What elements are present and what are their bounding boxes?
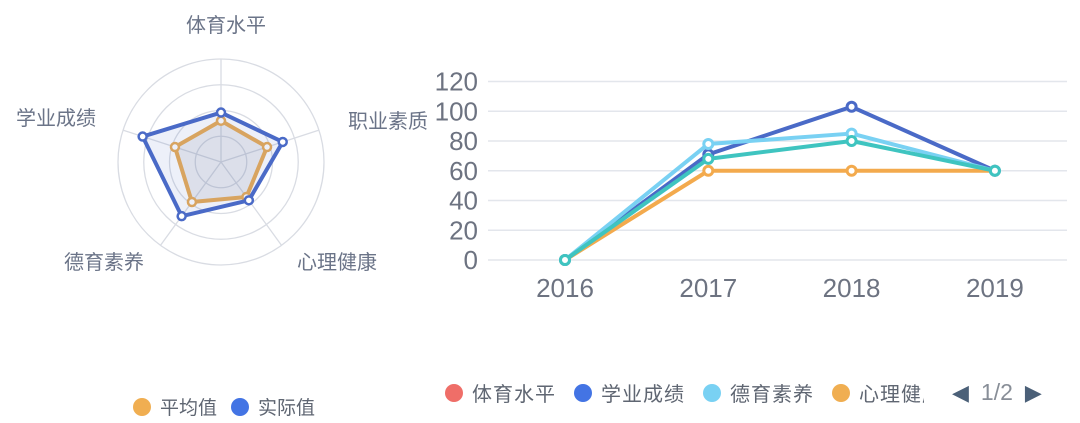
radar-data-point[interactable] [186, 196, 198, 208]
legend-dot-sports-level [445, 383, 463, 402]
line-series-学业成绩 [563, 104, 997, 262]
legend-item-moral-quality[interactable]: 德育素养 [703, 378, 814, 407]
legend-dot-actual [231, 397, 250, 416]
radar-legend: 平均值 实际值 [133, 393, 315, 420]
legend-dot-average [133, 397, 151, 416]
legend-item-actual[interactable]: 实际值 [231, 393, 315, 420]
legend-next-page-arrow[interactable]: ▶ [1024, 379, 1042, 405]
line-series-德育素养 [563, 131, 997, 262]
legend-item-mental-health[interactable]: 心理健康 [832, 378, 924, 407]
radar-data-point[interactable] [243, 195, 255, 206]
line-data-point[interactable] [845, 164, 858, 177]
legend-dot-moral-quality [703, 383, 721, 402]
radar-data-point[interactable] [176, 210, 187, 222]
line-series-职业素质 [563, 139, 997, 262]
y-axis-tick-label: 0 [464, 245, 478, 275]
legend-dot-mental-health [832, 383, 850, 402]
x-axis-tick-label: 2018 [823, 273, 881, 303]
x-axis-tick-label: 2019 [966, 273, 1024, 303]
legend-item-average[interactable]: 平均值 [133, 393, 217, 420]
y-axis-tick-label: 80 [449, 126, 478, 156]
y-axis-tick-label: 40 [449, 186, 478, 216]
line-data-point[interactable] [702, 137, 715, 150]
line-data-point[interactable] [702, 152, 715, 165]
line-data-point[interactable] [845, 100, 858, 113]
legend-label-sports-level: 体育水平 [472, 384, 556, 406]
radar-axis-label: 体育水平 [186, 14, 266, 37]
radar-series-平均值 [172, 118, 270, 204]
x-axis-tick-label: 2016 [536, 273, 594, 303]
radar-series-实际值 [140, 110, 285, 219]
line-legend: 体育水平 学业成绩 德育素养 心理健康 ◀ 1/2 ▶ [445, 378, 1042, 407]
legend-label-mental-health: 心理健康 [859, 384, 924, 406]
x-axis-tick-label: 2017 [679, 273, 737, 303]
radar-axis-label: 心理健康 [297, 251, 377, 274]
line-data-point[interactable] [702, 164, 715, 177]
radar-data-point[interactable] [215, 107, 227, 118]
radar-data-point[interactable] [169, 141, 181, 153]
legend-page-indicator: 1/2 [980, 379, 1013, 405]
radar-axis-label: 学业成绩 [16, 107, 96, 130]
legend-item-academic-score[interactable]: 学业成绩 [574, 378, 685, 407]
legend-label-actual: 实际值 [258, 398, 316, 419]
y-axis-tick-label: 20 [449, 215, 478, 245]
line-data-point[interactable] [559, 254, 571, 266]
legend-label-moral-quality: 德育素养 [730, 384, 814, 406]
y-axis-tick-label: 60 [449, 156, 478, 186]
y-axis-tick-label: 120 [435, 67, 478, 97]
line-series-心理健康 [563, 168, 997, 262]
legend-label-average: 平均值 [160, 398, 218, 419]
legend-dot-academic-score [574, 383, 592, 402]
radar-axis-label: 德育素养 [64, 251, 144, 274]
line-data-point[interactable] [988, 164, 1001, 177]
legend-prev-page-arrow[interactable]: ◀ [952, 379, 969, 405]
legend-pager: ◀ 1/2 ▶ [952, 379, 1042, 406]
line-data-point[interactable] [845, 135, 858, 147]
radar-data-point[interactable] [261, 141, 273, 153]
legend-item-sports-level[interactable]: 体育水平 [445, 378, 556, 407]
legend-label-academic-score: 学业成绩 [601, 384, 685, 406]
radar-axis-label: 职业素质 [348, 110, 428, 133]
radar-data-point[interactable] [137, 131, 148, 142]
radar-data-point[interactable] [277, 136, 288, 148]
y-axis-tick-label: 100 [435, 96, 478, 126]
